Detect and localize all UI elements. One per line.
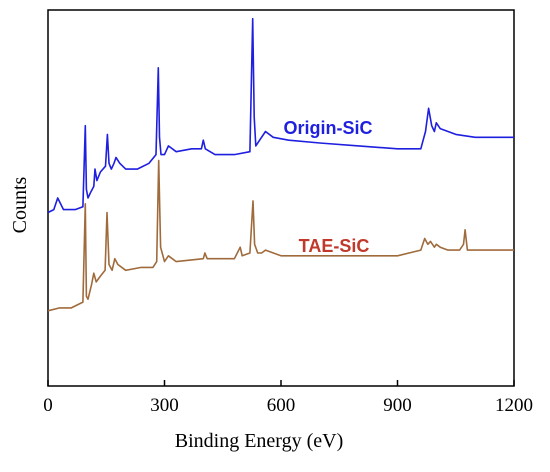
x-axis-title: Binding Energy (eV) (175, 430, 344, 452)
series-line-tae-sic (47, 159, 514, 312)
x-tick-label: 300 (150, 395, 179, 416)
x-ticks: 0 300 600 900 1200 (43, 380, 533, 416)
series-line-origin-sic (47, 17, 514, 214)
series-layer (47, 17, 514, 312)
series-label-tae-sic: TAE-SiC (299, 236, 370, 256)
x-tick-label: 600 (267, 395, 296, 416)
series-label-origin-sic: Origin-SiC (284, 118, 373, 138)
labels-layer: Origin-SiC TAE-SiC (284, 118, 373, 256)
x-tick-label: 1200 (495, 395, 533, 416)
x-tick-label: 900 (383, 395, 412, 416)
plot-frame (47, 9, 515, 387)
y-axis-title: Counts (9, 176, 31, 233)
x-tick-label: 0 (43, 395, 53, 416)
